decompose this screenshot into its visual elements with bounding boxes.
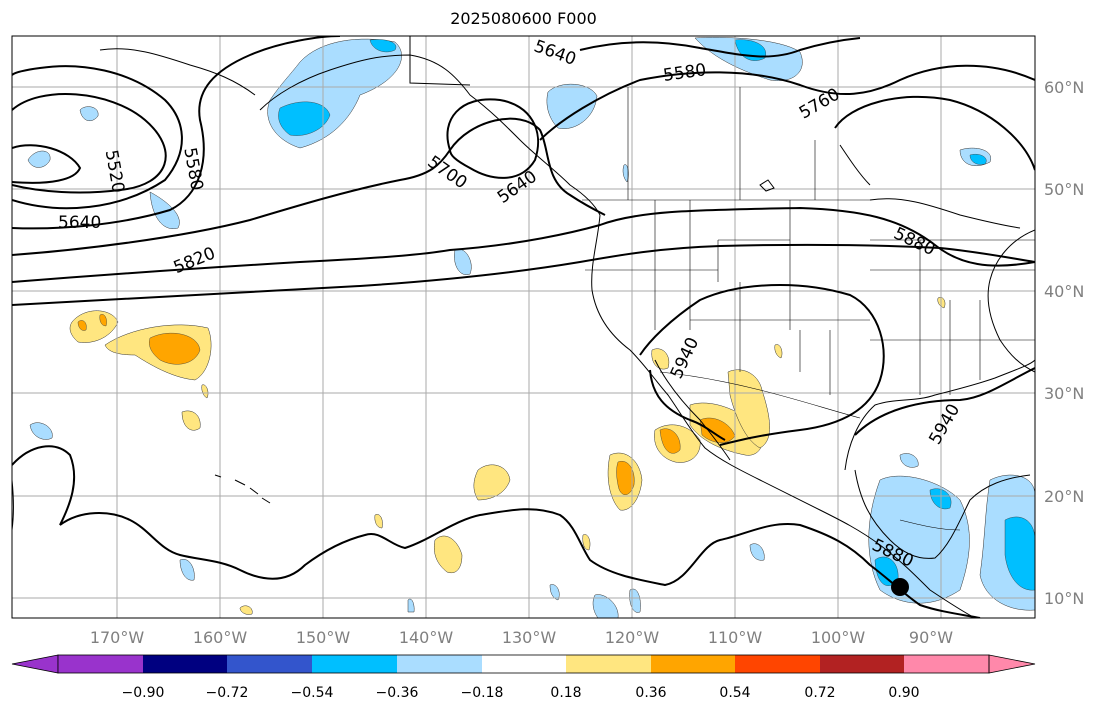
lon-label: 90°W [909, 628, 953, 647]
colorbar-labels: −0.90 −0.72 −0.54 −0.36 −0.18 0.18 0.36 … [122, 685, 920, 701]
map-frame [11, 35, 1036, 619]
colorbar-tick-label: 0.72 [804, 685, 835, 701]
lat-label: 20°N [1044, 487, 1084, 506]
colorbar-segment [397, 655, 482, 673]
colorbar-tick-label: 0.18 [550, 685, 581, 701]
lat-label: 30°N [1044, 384, 1084, 403]
colorbar-segment [904, 655, 989, 673]
lat-label: 40°N [1044, 282, 1084, 301]
lon-label: 100°W [811, 628, 866, 647]
coastlines [12, 36, 1035, 618]
lon-label: 140°W [399, 628, 454, 647]
colorbar-tick-label: −0.18 [461, 685, 504, 701]
colorbar-extend-max [988, 654, 1036, 674]
colorbar-tick-label: −0.72 [206, 685, 249, 701]
longitude-labels: 170°W 160°W 150°W 140°W 130°W 120°W 110°… [90, 628, 953, 647]
contour-label: 5640 [58, 213, 101, 233]
colorbar-segment [566, 655, 651, 673]
colorbar-tick-label: 0.36 [635, 685, 666, 701]
map-title: 2025080600 F000 [450, 9, 597, 28]
colorbar-tick-label: 0.54 [719, 685, 750, 701]
colorbar-tick-label: −0.36 [376, 685, 419, 701]
lon-label: 120°W [605, 628, 660, 647]
lon-label: 150°W [296, 628, 351, 647]
lon-label: 130°W [502, 628, 557, 647]
lon-label: 170°W [90, 628, 145, 647]
lon-label: 110°W [708, 628, 763, 647]
positive-shading-strong [77, 314, 736, 495]
graticule [12, 36, 1035, 618]
colorbar [11, 654, 1036, 674]
colorbar-segment [227, 655, 312, 673]
colorbar-segment [143, 655, 227, 673]
colorbar-segment [820, 655, 904, 673]
colorbar-outline [57, 654, 990, 674]
colorbar-segment [482, 655, 566, 673]
lon-label: 160°W [193, 628, 248, 647]
height-contours [12, 36, 1035, 618]
lat-label: 10°N [1044, 589, 1084, 608]
colorbar-segment [735, 655, 820, 673]
political-borders [582, 87, 1035, 531]
location-marker [891, 578, 909, 596]
negative-shading-strong [278, 39, 1035, 591]
latitude-labels: 60°N 50°N 40°N 30°N 20°N 10°N [1044, 78, 1084, 608]
colorbar-tick-label: −0.90 [122, 685, 165, 701]
colorbar-segment [58, 655, 143, 673]
colorbar-tick-label: 0.90 [888, 685, 919, 701]
lat-label: 50°N [1044, 180, 1084, 199]
colorbar-tick-label: −0.54 [291, 685, 334, 701]
colorbar-segment [312, 655, 397, 673]
colorbar-segment [651, 655, 735, 673]
lat-label: 60°N [1044, 78, 1084, 97]
colorbar-extend-min [11, 654, 59, 674]
